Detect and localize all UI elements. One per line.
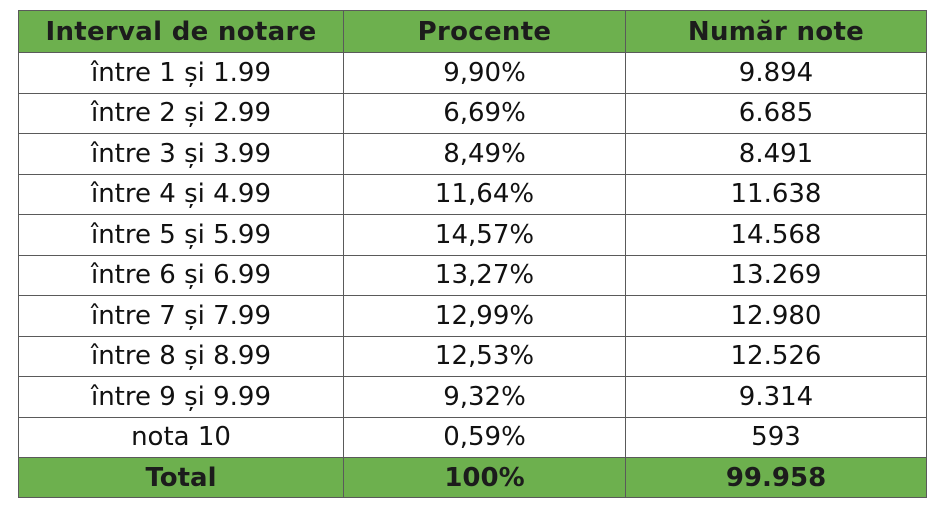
- cell-interval: între 7 și 7.99: [18, 295, 344, 337]
- table-total-row: Total 100% 99.958: [18, 457, 927, 498]
- table-row: între 8 și 8.99 12,53% 12.526: [18, 335, 927, 377]
- cell-count: 9.894: [625, 52, 927, 94]
- table-row: între 2 și 2.99 6,69% 6.685: [18, 92, 927, 134]
- header-interval: Interval de notare: [18, 10, 344, 53]
- cell-count: 593: [625, 416, 927, 458]
- cell-count: 9.314: [625, 376, 927, 418]
- cell-percent: 9,90%: [343, 52, 626, 94]
- cell-percent: 12,99%: [343, 295, 626, 337]
- table-row: între 5 și 5.99 14,57% 14.568: [18, 214, 927, 256]
- cell-interval: între 5 și 5.99: [18, 214, 344, 256]
- cell-percent: 12,53%: [343, 335, 626, 377]
- cell-interval: între 1 și 1.99: [18, 52, 344, 94]
- cell-percent: 9,32%: [343, 376, 626, 418]
- table-row: între 6 și 6.99 13,27% 13.269: [18, 254, 927, 296]
- table-header-row: Interval de notare Procente Număr note: [18, 10, 927, 53]
- table-row: între 3 și 3.99 8,49% 8.491: [18, 133, 927, 175]
- total-label: Total: [18, 457, 344, 498]
- cell-interval: între 6 și 6.99: [18, 254, 344, 296]
- cell-percent: 14,57%: [343, 214, 626, 256]
- cell-percent: 8,49%: [343, 133, 626, 175]
- cell-percent: 6,69%: [343, 92, 626, 134]
- grade-distribution-table-container: Interval de notare Procente Număr note î…: [18, 10, 927, 498]
- cell-interval: între 3 și 3.99: [18, 133, 344, 175]
- total-count: 99.958: [625, 457, 927, 498]
- cell-count: 8.491: [625, 133, 927, 175]
- table-row: între 7 și 7.99 12,99% 12.980: [18, 295, 927, 337]
- cell-interval: nota 10: [18, 416, 344, 458]
- cell-count: 12.980: [625, 295, 927, 337]
- cell-count: 11.638: [625, 173, 927, 215]
- cell-count: 14.568: [625, 214, 927, 256]
- cell-percent: 13,27%: [343, 254, 626, 296]
- cell-count: 6.685: [625, 92, 927, 134]
- cell-interval: între 2 și 2.99: [18, 92, 344, 134]
- cell-interval: între 8 și 8.99: [18, 335, 344, 377]
- table-row: între 1 și 1.99 9,90% 9.894: [18, 52, 927, 94]
- cell-interval: între 4 și 4.99: [18, 173, 344, 215]
- header-count: Număr note: [625, 10, 927, 53]
- table-row: nota 10 0,59% 593: [18, 416, 927, 458]
- table-row: între 9 și 9.99 9,32% 9.314: [18, 376, 927, 418]
- cell-percent: 0,59%: [343, 416, 626, 458]
- cell-count: 12.526: [625, 335, 927, 377]
- header-percent: Procente: [343, 10, 626, 53]
- table-row: între 4 și 4.99 11,64% 11.638: [18, 173, 927, 215]
- cell-count: 13.269: [625, 254, 927, 296]
- cell-percent: 11,64%: [343, 173, 626, 215]
- grade-distribution-table: Interval de notare Procente Număr note î…: [18, 10, 927, 498]
- cell-interval: între 9 și 9.99: [18, 376, 344, 418]
- total-percent: 100%: [343, 457, 626, 498]
